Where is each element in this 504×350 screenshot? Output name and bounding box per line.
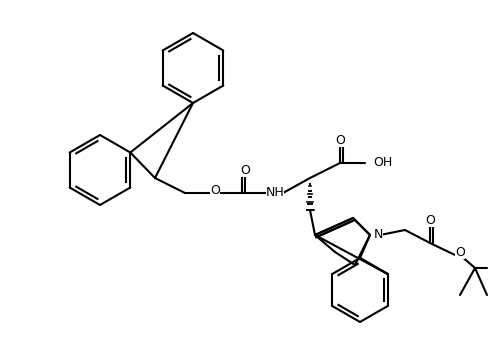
Text: O: O [335, 133, 345, 147]
Text: O: O [240, 163, 250, 176]
Text: O: O [455, 245, 465, 259]
Text: OH: OH [373, 156, 392, 169]
Text: N: N [373, 229, 383, 241]
Text: O: O [425, 214, 435, 226]
Text: NH: NH [266, 187, 284, 199]
Text: O: O [210, 183, 220, 196]
